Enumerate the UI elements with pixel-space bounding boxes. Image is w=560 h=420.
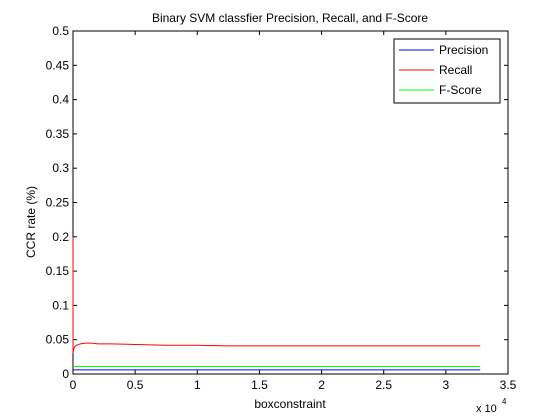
y-tick-label: 0.05 bbox=[46, 333, 70, 347]
y-tick-label: 0.45 bbox=[46, 58, 70, 72]
x-tick-label: 0.5 bbox=[127, 378, 144, 392]
x-multiplier-exponent: 4 bbox=[502, 397, 507, 406]
y-tick-label: 0 bbox=[62, 367, 69, 381]
x-tick-label: 2 bbox=[318, 378, 325, 392]
y-tick-label: 0.5 bbox=[52, 24, 69, 38]
x-multiplier: x 10 bbox=[476, 403, 497, 415]
x-axis-label: boxconstraint bbox=[254, 397, 326, 411]
y-tick-label: 0.4 bbox=[52, 93, 69, 107]
x-tick-label: 2.5 bbox=[375, 378, 392, 392]
y-tick-label: 0.15 bbox=[46, 264, 70, 278]
legend-label: F-Score bbox=[439, 83, 482, 97]
y-tick-label: 0.35 bbox=[46, 127, 70, 141]
legend-label: Recall bbox=[439, 63, 472, 77]
chart-title: Binary SVM classfier Precision, Recall, … bbox=[152, 11, 428, 25]
y-tick-label: 0.3 bbox=[52, 161, 69, 175]
series-line-recall bbox=[72, 236, 481, 354]
x-tick-label: 1 bbox=[194, 378, 201, 392]
legend-label: Precision bbox=[439, 43, 488, 57]
legend-box bbox=[393, 38, 501, 104]
legend: Precision Recall F-Score bbox=[393, 38, 501, 104]
y-tick-label: 0.25 bbox=[46, 196, 70, 210]
x-tick-label: 3 bbox=[443, 378, 450, 392]
x-tick-label: 3.5 bbox=[500, 378, 517, 392]
x-tick-label: 1.5 bbox=[251, 378, 268, 392]
y-axis-label: CCR rate (%) bbox=[24, 186, 38, 258]
y-tick-label: 0.2 bbox=[52, 230, 69, 244]
y-tick-label: 0.1 bbox=[52, 298, 69, 312]
x-tick-label: 0 bbox=[70, 378, 77, 392]
